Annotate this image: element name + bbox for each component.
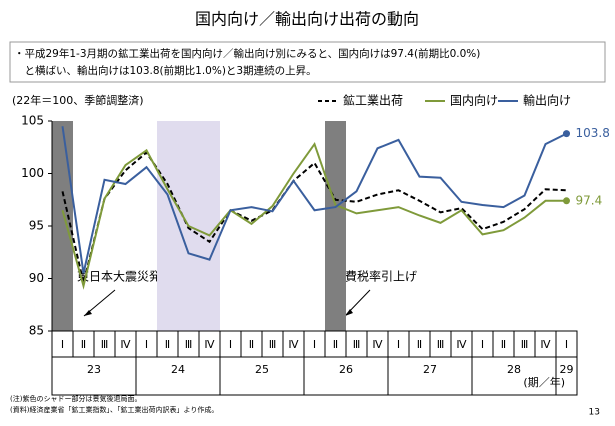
- x-tick-label: Ⅱ: [417, 338, 422, 351]
- x-axis-box: [51, 330, 578, 396]
- arrow-head: [84, 310, 92, 316]
- year-label: 29: [560, 363, 574, 376]
- x-tick-label: Ⅰ: [397, 338, 400, 351]
- shading: [52, 121, 73, 331]
- x-tick-label: Ⅳ: [288, 338, 299, 351]
- x-tick-label: Ⅳ: [120, 338, 131, 351]
- legend-label: 国内向け: [450, 93, 498, 108]
- shading: [325, 121, 346, 331]
- year-label: 26: [339, 363, 353, 376]
- series-line: [61, 151, 567, 283]
- x-tick-label: Ⅲ: [521, 338, 529, 351]
- x-axis-label: (期／年): [523, 375, 565, 389]
- arrow-head: [345, 309, 353, 316]
- note: (資料)経済産業省「鉱工業指数」、「鉱工業出荷内訳表」より作成。: [10, 405, 218, 414]
- x-tick-label: Ⅱ: [249, 338, 254, 351]
- x-tick-label: Ⅲ: [437, 338, 445, 351]
- year-label: 25: [255, 363, 269, 376]
- x-tick-label: Ⅰ: [61, 338, 64, 351]
- legend-label: 鉱工業出荷: [343, 93, 403, 108]
- year-label: 27: [423, 363, 437, 376]
- x-tick-label: Ⅱ: [165, 338, 170, 351]
- x-tick-label: Ⅱ: [501, 338, 506, 351]
- series-line: [61, 141, 567, 290]
- x-tick-label: Ⅲ: [269, 338, 277, 351]
- x-tick-label: Ⅳ: [372, 338, 383, 351]
- summary-line: ・平成29年1-3月期の鉱工業出荷を国内向け／輸出向け別にみると、国内向けは97…: [14, 47, 480, 60]
- year-label: 24: [171, 363, 185, 376]
- x-tick-label: Ⅱ: [81, 338, 86, 351]
- y-tick-label: 95: [29, 219, 44, 233]
- summary-box: [9, 41, 606, 83]
- x-tick-label: Ⅲ: [101, 338, 109, 351]
- x-tick-label: Ⅳ: [204, 338, 215, 351]
- end-label: 97.4: [576, 193, 603, 207]
- page-number: 13: [589, 408, 600, 418]
- legend-label: 輸出向け: [523, 93, 571, 108]
- chart-title: 国内向け／輸出向け出荷の動向: [195, 10, 419, 29]
- end-marker: [563, 197, 570, 205]
- end-marker: [563, 130, 570, 138]
- note: (注)紫色のシャドー部分は景気後退局面。: [10, 394, 141, 403]
- x-tick-label: Ⅳ: [540, 338, 551, 351]
- y-tick-label: 85: [29, 324, 44, 338]
- y-axis-label: (22年＝100、季節調整済): [12, 93, 144, 107]
- year-label: 28: [507, 363, 521, 376]
- x-tick-label: Ⅳ: [456, 338, 467, 351]
- x-tick-label: Ⅰ: [229, 338, 232, 351]
- y-tick-label: 105: [21, 114, 44, 128]
- year-label: 23: [87, 363, 101, 376]
- summary-line: と横ばい、輸出向けは103.8(前期比1.0%)と3期連続の上昇。: [14, 64, 317, 77]
- x-tick-label: Ⅰ: [313, 338, 316, 351]
- end-label: 103.8: [576, 126, 610, 140]
- annotation: 東日本大震災発生: [77, 270, 173, 284]
- x-tick-label: Ⅲ: [353, 338, 361, 351]
- x-tick-label: Ⅰ: [565, 338, 568, 351]
- x-tick-label: Ⅰ: [145, 338, 148, 351]
- y-tick-label: 100: [21, 166, 44, 180]
- x-tick-label: Ⅰ: [481, 338, 484, 351]
- x-tick-label: Ⅲ: [185, 338, 193, 351]
- annotation: 消費税率引上げ: [333, 269, 417, 284]
- x-tick-label: Ⅱ: [333, 338, 338, 351]
- series-line: [61, 126, 567, 274]
- y-tick-label: 90: [29, 271, 44, 285]
